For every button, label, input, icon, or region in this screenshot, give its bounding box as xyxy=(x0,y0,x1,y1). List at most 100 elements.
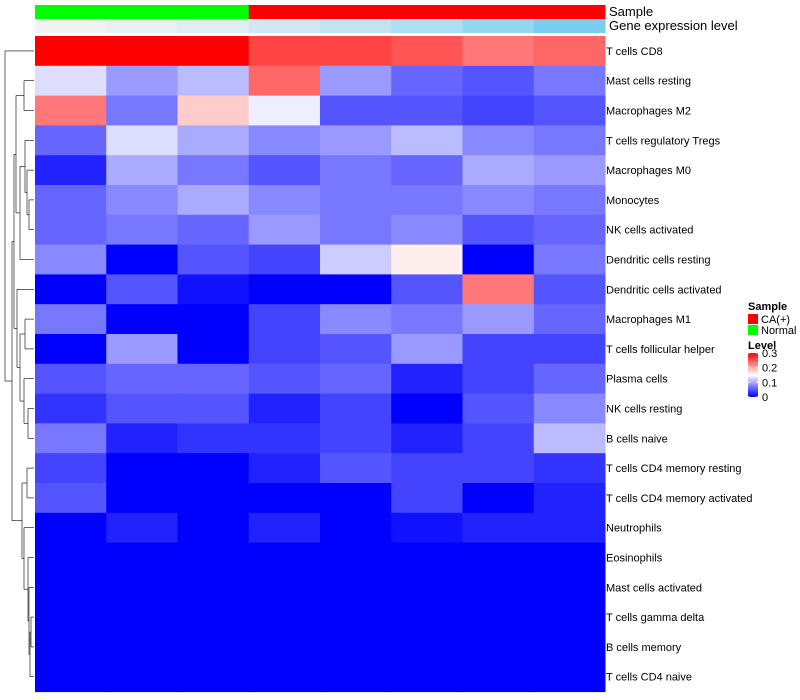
heatmap-cell xyxy=(248,95,321,126)
heatmap-cell xyxy=(462,423,535,454)
row-label: Mast cells resting xyxy=(606,76,691,88)
heatmap-cell xyxy=(35,483,107,514)
sample-annotation-cell xyxy=(462,5,535,19)
heatmap-cell xyxy=(177,185,250,216)
row-label: B cells naive xyxy=(606,433,668,445)
heatmap-cell xyxy=(177,453,250,484)
sample-annotation-label: Sample xyxy=(609,4,653,19)
heatmap-cell xyxy=(462,65,535,97)
expression-annotation-label: Gene expression level xyxy=(609,18,738,33)
heatmap-cell xyxy=(533,423,606,454)
heatmap-cell xyxy=(106,36,178,67)
heatmap-cell xyxy=(248,483,321,514)
expression-annotation-cell xyxy=(533,19,606,33)
heatmap-cell xyxy=(248,36,321,67)
heatmap-cell xyxy=(106,185,178,216)
row-label: Dendritic cells resting xyxy=(606,255,711,267)
heatmap-cell xyxy=(320,542,392,573)
heatmap-cell xyxy=(391,304,463,335)
heatmap-cell xyxy=(35,393,107,424)
heatmap-cell xyxy=(533,36,606,67)
heatmap-cell xyxy=(533,244,606,275)
heatmap-cell xyxy=(248,304,321,335)
heatmap-cell xyxy=(35,423,107,454)
heatmap-cell xyxy=(391,363,463,395)
heatmap-cell xyxy=(177,423,250,454)
heatmap-cell xyxy=(533,393,606,424)
heatmap-cell xyxy=(35,304,107,335)
heatmap-cells xyxy=(35,36,606,693)
row-label: T cells regulatory Tregs xyxy=(606,135,721,147)
row-label: T cells gamma delta xyxy=(606,612,705,624)
heatmap-cell xyxy=(106,602,178,633)
heatmap-cell xyxy=(106,334,178,365)
row-label: Macrophages M1 xyxy=(606,314,691,326)
heatmap-cell xyxy=(248,363,321,395)
heatmap-cell xyxy=(106,512,178,544)
heatmap-cell xyxy=(533,483,606,514)
heatmap-cell xyxy=(177,95,250,126)
heatmap-cell xyxy=(462,572,535,603)
heatmap-cell xyxy=(35,155,107,186)
heatmap-cell xyxy=(35,334,107,365)
heatmap-cell xyxy=(248,393,321,424)
heatmap-cell xyxy=(462,363,535,395)
row-dendrogram xyxy=(4,50,34,678)
row-label: Macrophages M0 xyxy=(606,165,691,177)
heatmap-cell xyxy=(248,632,321,663)
heatmap-cell xyxy=(320,393,392,424)
sample-annotation-cell xyxy=(533,5,606,19)
heatmap-cell xyxy=(35,185,107,216)
heatmap-cell xyxy=(533,65,606,97)
heatmap-cell xyxy=(533,155,606,186)
heatmap-cell xyxy=(320,423,392,454)
heatmap-cell xyxy=(177,632,250,663)
row-label: T cells CD8 xyxy=(606,46,663,58)
heatmap-cell xyxy=(177,542,250,573)
heatmap-cell xyxy=(320,304,392,335)
sample-annotation-cell xyxy=(35,5,107,19)
heatmap-cell xyxy=(533,661,606,693)
heatmap-cell xyxy=(106,572,178,603)
sample-legend-title: Sample xyxy=(748,301,787,313)
heatmap-cell xyxy=(462,512,535,544)
heatmap-cell xyxy=(35,572,107,603)
heatmap-cell xyxy=(533,125,606,156)
heatmap-cell xyxy=(320,661,392,693)
heatmap-cell xyxy=(462,304,535,335)
level-legend-title: Level xyxy=(748,340,776,352)
heatmap-cell xyxy=(35,244,107,275)
heatmap-cell xyxy=(391,542,463,573)
heatmap-cell xyxy=(248,602,321,633)
row-label: B cells memory xyxy=(606,642,682,654)
heatmap-cell xyxy=(106,274,178,305)
heatmap-cell xyxy=(248,542,321,573)
heatmap-cell xyxy=(320,602,392,633)
heatmap-cell xyxy=(320,334,392,365)
level-tick-label: 0.2 xyxy=(762,363,777,375)
heatmap-cell xyxy=(177,512,250,544)
heatmap-cell xyxy=(320,65,392,97)
heatmap-cell xyxy=(177,602,250,633)
sample-annotation-cell xyxy=(106,5,178,19)
row-label: Macrophages M2 xyxy=(606,106,691,118)
heatmap-cell xyxy=(106,483,178,514)
row-label: Dendritic cells activated xyxy=(606,284,722,296)
heatmap-cell xyxy=(248,125,321,156)
sample-legend-swatch xyxy=(748,325,758,335)
heatmap-cell xyxy=(177,214,250,246)
heatmap-cell xyxy=(462,185,535,216)
heatmap-cell xyxy=(35,36,107,67)
heatmap-cell xyxy=(533,542,606,573)
heatmap-cell xyxy=(248,453,321,484)
heatmap-cell xyxy=(106,423,178,454)
heatmap-cell xyxy=(462,602,535,633)
heatmap-cell xyxy=(391,274,463,305)
row-label: NK cells activated xyxy=(606,225,693,237)
heatmap-cell xyxy=(533,304,606,335)
heatmap-cell xyxy=(106,244,178,275)
heatmap-cell xyxy=(533,95,606,126)
